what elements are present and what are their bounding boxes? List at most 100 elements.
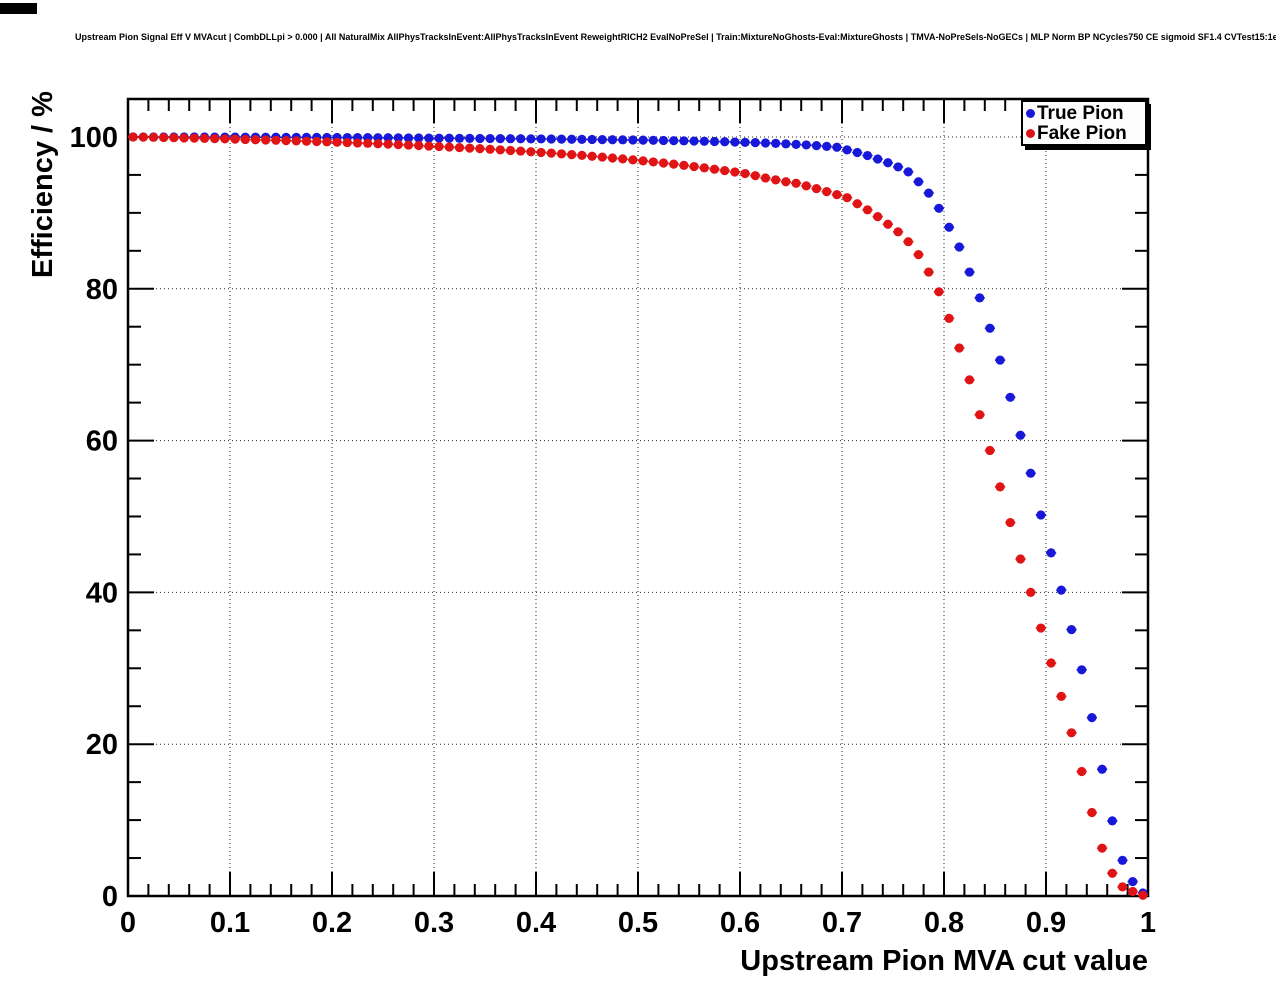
data-point-fake-pion [250,135,261,145]
data-point-fake-pion [230,134,240,144]
data-point-fake-pion [699,163,709,173]
data-point-true-pion [505,134,516,144]
data-point-fake-pion [607,153,618,163]
data-point-fake-pion [995,482,1005,492]
data-point-true-pion [638,135,648,145]
data-point-true-pion [587,134,597,145]
x-tick-label: 0.9 [1026,907,1066,939]
data-point-fake-pion [873,212,883,222]
data-point-fake-pion [903,237,913,247]
data-point-true-pion [975,293,985,303]
data-point-true-pion [913,177,924,187]
data-point-fake-pion [444,142,454,152]
data-point-true-pion [556,134,567,144]
data-point-fake-pion [536,147,546,158]
x-tick-label: 0.6 [720,907,760,939]
data-point-fake-pion [383,139,393,149]
data-point-fake-pion [628,155,638,165]
data-point-fake-pion [495,145,505,155]
data-point-fake-pion [159,132,169,143]
data-point-true-pion [1056,585,1066,595]
data-point-true-pion [760,138,771,148]
data-point-true-pion [1046,548,1056,558]
data-point-fake-pion [546,148,556,158]
legend-label-true-pion: True Pion [1037,102,1124,124]
true-pion-marker-icon [1026,108,1035,118]
data-point-fake-pion [271,135,281,145]
data-point-fake-pion [730,167,740,177]
data-point-true-pion [873,154,883,164]
data-point-fake-pion [893,227,903,237]
data-point-fake-pion [1087,807,1097,818]
data-point-true-pion [750,138,760,148]
data-point-fake-pion [852,199,862,209]
data-point-fake-pion [791,178,801,188]
data-point-fake-pion [332,137,342,147]
data-point-fake-pion [352,138,363,148]
data-point-true-pion [709,136,720,147]
data-point-fake-pion [322,137,332,147]
data-point-fake-pion [363,138,373,148]
data-point-true-pion [934,203,944,213]
data-point-fake-pion [556,149,567,159]
fake-pion-marker-icon [1026,128,1035,138]
x-tick-label: 0.2 [312,907,352,939]
data-point-fake-pion [679,160,689,170]
data-point-fake-pion [924,267,934,277]
x-tick-label: 0.8 [924,907,964,939]
data-point-true-pion [740,137,750,147]
data-point-fake-pion [1066,728,1077,738]
data-point-true-pion [1117,855,1128,865]
data-point-fake-pion [485,144,495,154]
data-point-true-pion [720,137,730,147]
data-point-fake-pion [781,177,791,187]
data-point-fake-pion [475,144,485,154]
data-point-true-pion [546,134,556,144]
data-point-true-pion [434,133,444,143]
data-point-fake-pion [454,142,465,153]
x-tick-label: 0.7 [822,907,862,939]
data-point-fake-pion [434,141,444,152]
data-point-fake-pion [465,143,475,153]
data-point-fake-pion [862,205,873,215]
data-point-true-pion [801,140,811,150]
data-point-fake-pion [516,146,526,156]
y-tick-label: 40 [86,577,118,609]
data-point-true-pion [903,167,913,177]
y-tick-label: 0 [102,881,118,913]
data-point-fake-pion [1097,843,1107,853]
x-tick-label: 0.1 [210,907,250,939]
x-tick-label: 0.3 [414,907,454,939]
data-point-fake-pion [669,159,679,169]
data-point-true-pion [811,141,822,151]
data-point-fake-pion [618,154,628,164]
x-axis-title: Upstream Pion MVA cut value [740,945,1148,977]
data-point-fake-pion [750,171,760,181]
y-axis-title: Efficiency / % [27,91,59,278]
data-point-true-pion [526,134,536,144]
data-point-fake-pion [1046,658,1056,668]
data-point-true-pion [669,136,679,146]
data-point-true-pion [658,135,669,146]
data-point-true-pion [1066,624,1077,635]
data-point-fake-pion [709,164,720,174]
y-tick-label: 100 [70,122,118,154]
data-point-fake-pion [373,139,383,149]
y-tick-label: 80 [86,274,118,306]
data-point-fake-pion [1107,868,1117,878]
data-point-true-pion [985,323,995,333]
data-point-fake-pion [169,133,179,143]
data-point-true-pion [495,134,505,144]
data-point-true-pion [1036,510,1046,520]
data-point-true-pion [862,150,873,161]
data-point-fake-pion [312,136,322,147]
data-point-fake-pion [342,137,352,148]
data-point-fake-pion [148,132,159,142]
y-tick-label: 20 [86,729,118,761]
data-point-true-pion [414,133,424,143]
data-point-true-pion [964,267,975,277]
data-point-true-pion [954,242,964,252]
data-point-true-pion [393,133,403,143]
data-point-true-pion [1087,713,1097,723]
